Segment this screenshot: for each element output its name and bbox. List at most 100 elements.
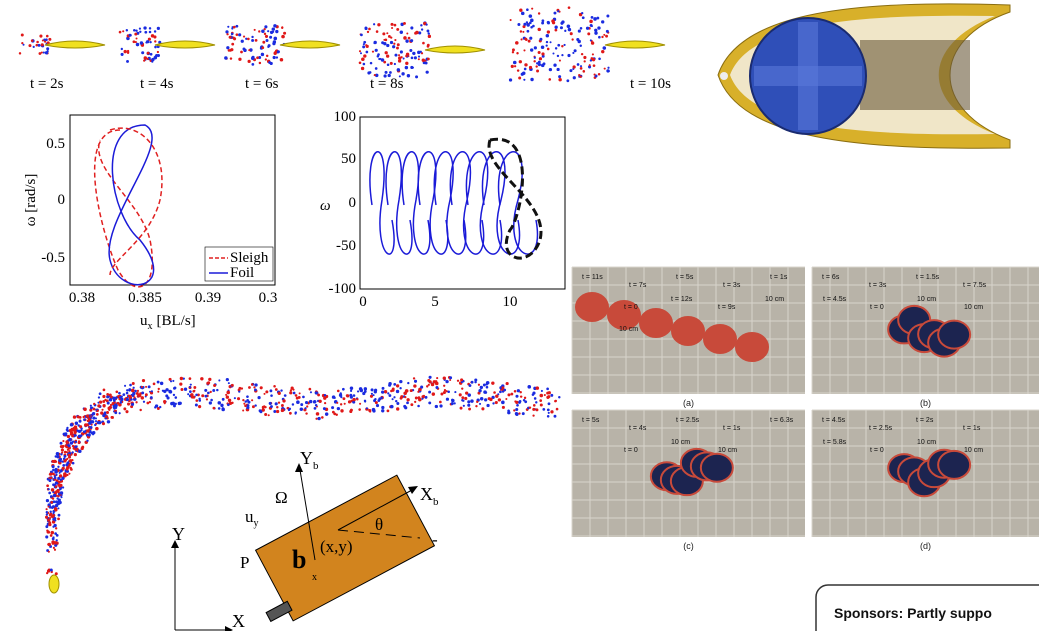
particle bbox=[238, 33, 241, 36]
particle bbox=[72, 440, 74, 442]
particle bbox=[314, 407, 317, 410]
particle bbox=[367, 31, 369, 33]
particle bbox=[36, 41, 39, 44]
legend-entry: Foil bbox=[230, 265, 254, 281]
particle bbox=[46, 511, 48, 513]
particle bbox=[403, 36, 407, 40]
particle bbox=[228, 382, 230, 384]
particle bbox=[69, 429, 72, 432]
particle bbox=[478, 389, 481, 392]
particle bbox=[515, 413, 518, 416]
particle bbox=[243, 49, 246, 52]
particle bbox=[52, 518, 55, 521]
particle bbox=[275, 402, 278, 405]
particle bbox=[80, 429, 82, 431]
particle bbox=[356, 398, 358, 400]
particle bbox=[514, 390, 517, 393]
particle bbox=[151, 390, 153, 392]
particle bbox=[127, 50, 129, 52]
particle bbox=[282, 399, 285, 402]
particle bbox=[157, 27, 160, 30]
particle bbox=[536, 62, 538, 64]
particle bbox=[557, 55, 559, 57]
particle bbox=[52, 497, 54, 499]
particle bbox=[388, 384, 391, 387]
particle bbox=[571, 38, 573, 40]
particle bbox=[375, 49, 378, 52]
particle bbox=[213, 384, 216, 387]
particle bbox=[394, 54, 397, 57]
particle bbox=[539, 38, 542, 41]
particle bbox=[567, 54, 570, 57]
particle bbox=[523, 23, 526, 26]
particle bbox=[48, 38, 51, 41]
y-tick-label: -100 bbox=[329, 281, 357, 297]
time-label: t = 4s bbox=[140, 76, 174, 92]
particle bbox=[269, 402, 272, 405]
particle bbox=[273, 24, 276, 27]
particle bbox=[414, 56, 417, 59]
particle bbox=[122, 30, 124, 32]
particle bbox=[507, 411, 510, 414]
particle bbox=[522, 412, 525, 415]
particle bbox=[52, 465, 55, 468]
particle bbox=[108, 407, 111, 410]
particle bbox=[52, 473, 55, 476]
particle bbox=[432, 392, 435, 395]
particle bbox=[60, 445, 63, 448]
particle bbox=[601, 36, 603, 38]
particle bbox=[277, 50, 280, 53]
particle bbox=[75, 422, 78, 425]
particle bbox=[134, 390, 137, 393]
particle bbox=[93, 403, 95, 405]
particle bbox=[193, 386, 196, 389]
particle bbox=[404, 396, 406, 398]
particle bbox=[167, 396, 170, 399]
particle bbox=[529, 37, 532, 40]
particle bbox=[589, 64, 591, 66]
particle bbox=[336, 402, 338, 404]
particle bbox=[536, 70, 539, 73]
particle bbox=[512, 48, 515, 51]
figure-collage: t = 2s t = 4s t = 6s t = 8s t = 10s 0.5 … bbox=[0, 0, 1039, 631]
particle bbox=[124, 50, 127, 53]
particle bbox=[428, 391, 431, 394]
particle bbox=[59, 474, 62, 477]
particle bbox=[359, 403, 361, 405]
particle bbox=[121, 48, 123, 50]
photo-annotation: t = 1s bbox=[770, 274, 788, 281]
particle bbox=[200, 377, 203, 380]
sponsors-text: Sponsors: Partly suppo bbox=[834, 605, 992, 621]
particle bbox=[251, 36, 253, 38]
particle bbox=[64, 451, 67, 454]
particle bbox=[281, 404, 284, 407]
particle bbox=[591, 25, 593, 27]
particle bbox=[90, 420, 93, 423]
particle bbox=[19, 52, 21, 54]
particle bbox=[46, 513, 48, 515]
particle bbox=[382, 387, 385, 390]
particle bbox=[524, 63, 527, 66]
particle bbox=[79, 425, 82, 428]
particle bbox=[486, 404, 489, 407]
particle bbox=[39, 52, 42, 55]
body-diagram: Y X Yb Xb Ω uy θ (x,y) P b x - bbox=[171, 448, 439, 631]
particle bbox=[514, 65, 516, 67]
particle bbox=[517, 23, 520, 26]
particle bbox=[254, 404, 256, 406]
particle bbox=[581, 12, 583, 14]
particle bbox=[130, 398, 132, 400]
particle bbox=[532, 408, 535, 411]
particle bbox=[372, 51, 374, 53]
particle bbox=[180, 388, 183, 391]
particle bbox=[547, 30, 550, 33]
particle bbox=[376, 404, 379, 407]
particle bbox=[180, 377, 183, 380]
particle bbox=[598, 36, 601, 39]
y-tick-label: -0.5 bbox=[41, 250, 65, 266]
particle bbox=[405, 55, 408, 58]
photo-annotation: t = 5s bbox=[582, 417, 600, 424]
particle bbox=[451, 402, 454, 405]
particle bbox=[394, 39, 396, 41]
particle bbox=[586, 27, 589, 30]
